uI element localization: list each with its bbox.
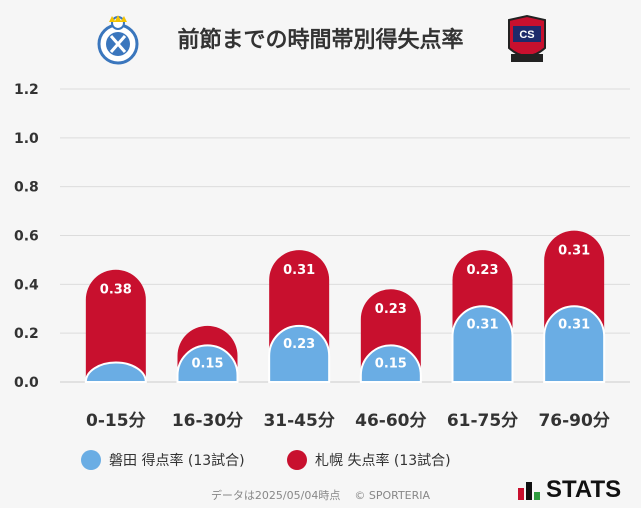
team-crest-left	[97, 15, 139, 65]
data-labels: 0.38 0.15 0.23 0.31 0.15 0.23 0.31 0.23 0.31 0.31	[100, 244, 590, 372]
y-tick-label: 1.2	[14, 82, 39, 98]
data-label-score: 0.23	[283, 337, 315, 352]
x-tick-label: 61-75分	[447, 411, 518, 431]
team-crest-right: CS	[508, 14, 546, 62]
x-tick-label: 76-90分	[538, 411, 609, 431]
bar-score	[359, 344, 422, 383]
x-tick-label: 31-45分	[263, 411, 334, 431]
data-label-score: 0.31	[558, 317, 590, 332]
chart-title: 前節までの時間帯別得失点率	[177, 28, 464, 53]
stats-logo: STATS	[518, 476, 621, 504]
bar-concede	[85, 269, 146, 382]
data-label-concede: 0.23	[466, 263, 498, 278]
bar-score	[543, 305, 606, 383]
y-tick-label: 0.8	[14, 180, 39, 196]
footer-note: データは2025/05/04時点 © SPORTERIA	[0, 487, 641, 503]
grid-lines	[60, 88, 630, 383]
x-tick-label: 46-60分	[355, 411, 426, 431]
footer-copyright: © SPORTERIA	[354, 489, 431, 502]
bar-score	[451, 305, 514, 383]
legend-label-score: 磐田 得点率 (13試合)	[109, 452, 245, 469]
data-label-concede: 0.38	[100, 283, 132, 298]
x-axis-ticks: 0-15分 16-30分 31-45分 46-60分 61-75分 76-90分	[86, 411, 610, 431]
x-tick-label: 16-30分	[172, 411, 243, 431]
data-label-score: 0.31	[466, 317, 498, 332]
y-tick-label: 0.6	[14, 229, 39, 245]
bar-score	[176, 344, 239, 383]
data-label-score: 0.15	[375, 356, 407, 371]
legend-label-concede: 札幌 失点率 (13試合)	[315, 452, 451, 469]
stats-bar-icon	[518, 482, 540, 500]
data-label-concede: 0.31	[283, 263, 315, 278]
stats-brand-text: STATS	[546, 476, 622, 503]
data-label-concede: 0.23	[375, 302, 407, 317]
legend-marker-concede	[287, 450, 307, 470]
y-axis-ticks: 0.0 0.2 0.4 0.6 0.8 1.0 1.2	[14, 82, 39, 391]
y-tick-label: 1.0	[14, 131, 39, 147]
y-tick-label: 0.4	[14, 277, 39, 293]
bar-score	[84, 361, 147, 383]
y-tick-label: 0.0	[14, 375, 39, 391]
data-label-score: 0.15	[191, 356, 223, 371]
legend: 磐田 得点率 (13試合) 札幌 失点率 (13試合)	[81, 450, 451, 470]
bars	[84, 230, 606, 383]
legend-marker-score	[81, 450, 101, 470]
data-label-concede: 0.31	[558, 244, 590, 259]
y-tick-label: 0.2	[14, 326, 39, 342]
footer-date: データは2025/05/04時点	[210, 489, 341, 502]
x-tick-label: 0-15分	[86, 411, 146, 431]
bar-score	[268, 324, 331, 383]
svg-text:CS: CS	[519, 29, 534, 41]
